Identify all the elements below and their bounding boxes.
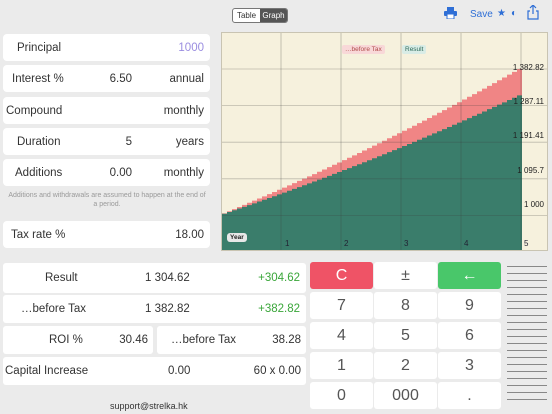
interest-label: Interest % [12,73,64,85]
roi-before-tax-label: …before Tax [171,334,236,346]
capital-row: Capital Increase 0.00 60 x 0.00 [3,357,306,385]
view-toggle: Table Graph [232,8,288,23]
y-tick-label: 1 000 [523,200,544,209]
chart-plot [222,33,547,250]
interest-input[interactable]: 6.50 [109,73,132,85]
scroll-handle[interactable] [507,266,547,410]
additions-label: Additions [15,167,63,179]
x-tick-label: 3 [404,239,409,248]
key-2[interactable]: 2 [374,352,437,379]
principal-input[interactable]: 1000 [178,42,204,54]
compound-row[interactable]: Compound monthly [3,97,210,124]
key-3[interactable]: 3 [438,352,501,379]
principal-row[interactable]: Principal 1000 [3,34,210,61]
backspace-button[interactable]: ← [438,262,501,289]
contrast-icon[interactable]: ◐ [511,8,518,19]
x-tick-label: 4 [464,239,469,248]
y-tick-label: 1 287.11 [513,97,544,106]
result-area [222,95,522,250]
duration-input[interactable]: 5 [125,136,132,148]
y-tick-label: 1 095.7 [517,166,544,175]
key-9[interactable]: 9 [438,292,501,319]
key-000[interactable]: 000 [374,382,437,409]
printer-icon[interactable] [444,7,457,22]
additions-note: Additions and withdrawals are assumed to… [8,192,206,208]
before-tax-label: …before Tax [21,303,86,315]
year-axis-badge: Year [227,233,247,242]
tax-rate-row[interactable]: Tax rate % 18.00 [3,221,210,248]
before-tax-gain: +382.82 [258,303,300,315]
roi-value: 30.46 [119,334,148,346]
additions-row[interactable]: Additions 0.00 monthly [3,159,210,186]
duration-unit[interactable]: years [175,136,204,148]
duration-label: Duration [17,136,61,148]
sign-button[interactable]: ± [374,262,437,289]
capital-label: Capital Increase [5,365,89,377]
key-7[interactable]: 7 [310,292,373,319]
x-tick-label: 2 [344,239,349,248]
capital-formula: 60 x 0.00 [253,365,301,377]
legend-result: Result [402,45,427,54]
compound-select[interactable]: monthly [163,105,204,117]
result-row: Result 1 304.62 +304.62 [3,263,306,293]
principal-label: Principal [17,42,62,54]
legend-before-tax: …before Tax [342,45,385,54]
result-gain: +304.62 [258,272,300,284]
tab-table[interactable]: Table [236,11,257,20]
roi-before-tax-value: 38.28 [272,334,301,346]
result-value: 1 304.62 [145,272,190,284]
interest-row[interactable]: Interest % 6.50 annual [3,65,210,92]
y-tick-label: 1 382.82 [512,63,544,72]
growth-chart: …before Tax Result 1 382.82 1 287.11 1 1… [221,32,548,251]
tax-rate-label: Tax rate % [11,229,66,241]
key-4[interactable]: 4 [310,322,373,349]
share-icon[interactable] [527,4,539,23]
y-tick-label: 1 191.41 [512,131,544,140]
star-icon[interactable]: ★ [497,8,506,19]
duration-row[interactable]: Duration 5 years [3,128,210,155]
interest-unit[interactable]: annual [169,73,204,85]
clear-button[interactable]: C [310,262,373,289]
support-link[interactable]: support@strelka.hk [110,401,188,411]
key-0[interactable]: 0 [310,382,373,409]
additions-input[interactable]: 0.00 [109,167,132,179]
roi-row: ROI % 30.46 [3,326,153,354]
before-tax-value: 1 382.82 [145,303,190,315]
tax-rate-input[interactable]: 18.00 [175,229,204,241]
capital-value: 0.00 [168,365,191,377]
result-label: Result [45,272,78,284]
key-1[interactable]: 1 [310,352,373,379]
key-8[interactable]: 8 [374,292,437,319]
roi-label: ROI % [49,334,83,346]
save-button[interactable]: Save [470,9,493,20]
compound-label: Compound [6,105,63,117]
x-tick-label: 5 [524,239,529,248]
additions-unit[interactable]: monthly [163,167,204,179]
roi-before-tax-row: …before Tax 38.28 [157,326,306,354]
before-tax-row: …before Tax 1 382.82 +382.82 [3,295,306,323]
key-decimal[interactable]: . [438,382,501,409]
x-tick-label: 1 [285,239,290,248]
key-5[interactable]: 5 [374,322,437,349]
tab-graph[interactable]: Graph [260,9,287,22]
key-6[interactable]: 6 [438,322,501,349]
